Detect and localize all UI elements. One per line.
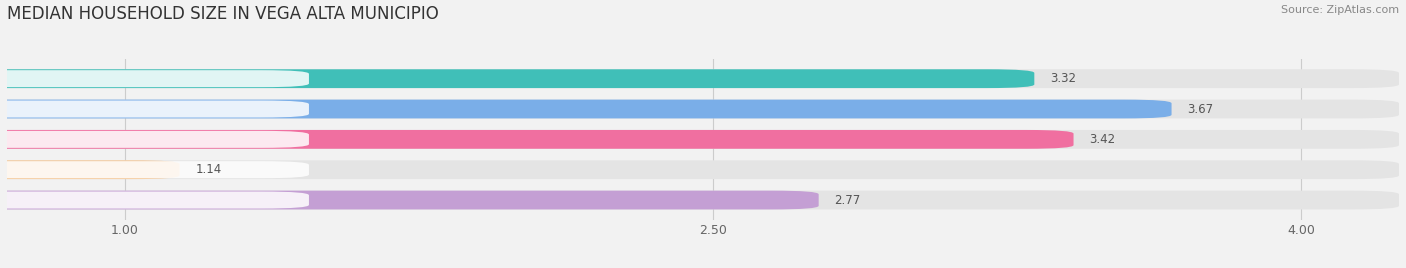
Text: 3.42: 3.42	[1090, 133, 1115, 146]
FancyBboxPatch shape	[0, 100, 1171, 118]
FancyBboxPatch shape	[0, 160, 1399, 179]
Text: Source: ZipAtlas.com: Source: ZipAtlas.com	[1281, 5, 1399, 15]
FancyBboxPatch shape	[0, 131, 309, 148]
FancyBboxPatch shape	[0, 161, 309, 178]
FancyBboxPatch shape	[0, 69, 1035, 88]
Text: 1.14: 1.14	[195, 163, 222, 176]
FancyBboxPatch shape	[0, 192, 309, 209]
FancyBboxPatch shape	[0, 191, 1399, 210]
FancyBboxPatch shape	[0, 70, 309, 87]
FancyBboxPatch shape	[0, 160, 180, 179]
Text: 3.32: 3.32	[1050, 72, 1076, 85]
FancyBboxPatch shape	[0, 130, 1074, 149]
Text: 3.67: 3.67	[1187, 103, 1213, 116]
FancyBboxPatch shape	[0, 100, 1399, 118]
FancyBboxPatch shape	[0, 130, 1399, 149]
Text: 2.77: 2.77	[834, 193, 860, 207]
FancyBboxPatch shape	[0, 191, 818, 210]
FancyBboxPatch shape	[0, 100, 309, 117]
Text: MEDIAN HOUSEHOLD SIZE IN VEGA ALTA MUNICIPIO: MEDIAN HOUSEHOLD SIZE IN VEGA ALTA MUNIC…	[7, 5, 439, 23]
FancyBboxPatch shape	[0, 69, 1399, 88]
